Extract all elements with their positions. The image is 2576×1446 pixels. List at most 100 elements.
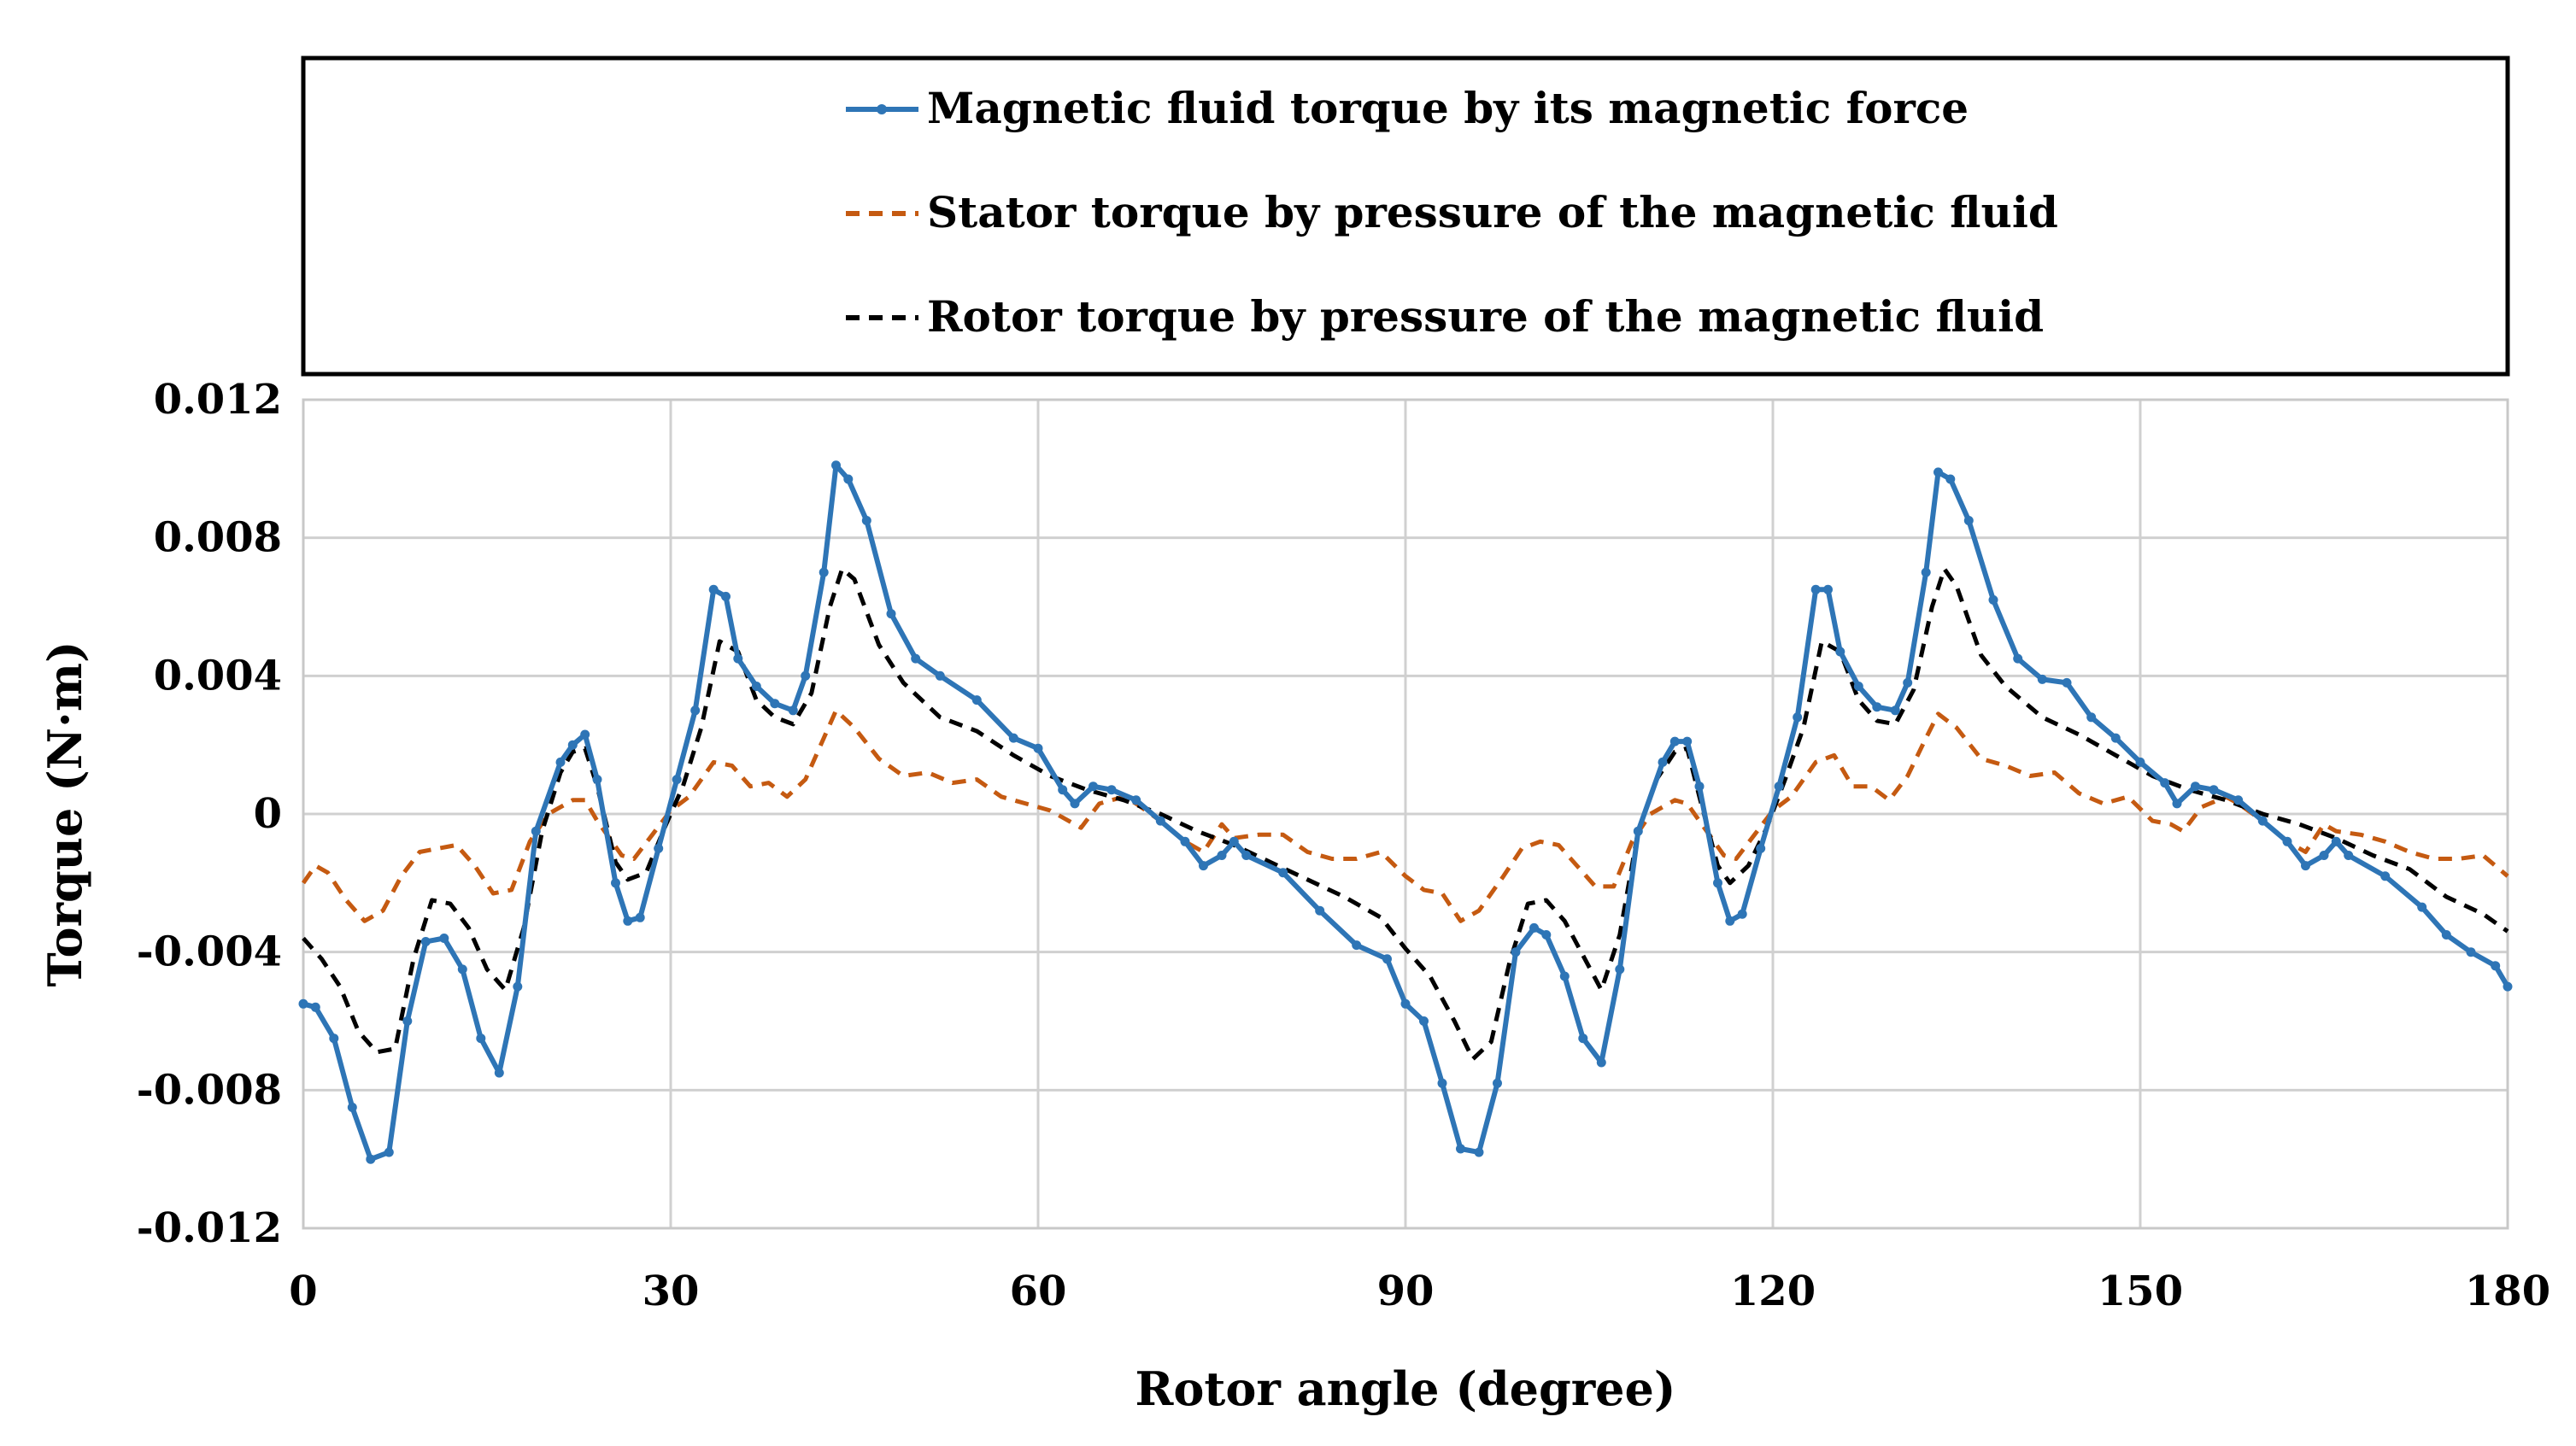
data-point: [2301, 861, 2310, 871]
data-point: [1921, 567, 1931, 577]
x-tick-label: 150: [2098, 1267, 2183, 1315]
data-point: [2441, 930, 2451, 940]
data-point: [1352, 940, 1362, 951]
data-point: [513, 981, 523, 992]
data-point: [1578, 1033, 1588, 1044]
legend-label-magnetic-force: Magnetic fluid torque by its magnetic fo…: [927, 83, 1969, 133]
data-point: [1810, 584, 1821, 594]
data-point: [721, 591, 731, 601]
data-point: [1033, 743, 1043, 753]
x-tick-label: 180: [2465, 1267, 2550, 1315]
data-point: [1131, 795, 1141, 805]
data-point: [1493, 1078, 1502, 1088]
data-point: [2233, 795, 2244, 805]
data-point: [708, 584, 719, 594]
y-tick-label: 0.012: [154, 376, 282, 424]
data-point: [1945, 474, 1956, 484]
x-tick-label: 0: [289, 1267, 317, 1315]
data-point: [1229, 836, 1239, 846]
data-point: [1456, 1144, 1465, 1154]
data-point: [801, 670, 811, 681]
data-point: [1241, 851, 1252, 860]
data-point: [592, 775, 602, 785]
data-point: [1474, 1147, 1484, 1157]
data-point: [1903, 677, 1913, 688]
data-point: [457, 964, 467, 975]
data-point: [1963, 516, 1974, 525]
y-axis-title: Torque (N·m): [38, 641, 92, 986]
data-point: [611, 878, 620, 888]
data-point: [819, 567, 829, 577]
data-point: [2319, 851, 2329, 860]
legend-label-stator: Stator torque by pressure of the magneti…: [927, 187, 2058, 237]
data-point: [384, 1147, 394, 1157]
data-point: [2037, 674, 2047, 684]
data-point: [439, 934, 449, 943]
data-point: [831, 460, 841, 471]
legend-box: [301, 56, 2510, 377]
data-point: [1658, 757, 1668, 767]
data-point: [1853, 682, 1863, 691]
data-point: [2191, 782, 2200, 792]
y-tick-label: 0.008: [154, 514, 282, 562]
data-point: [2503, 981, 2513, 992]
data-point: [971, 695, 982, 705]
series-line-2: [302, 566, 2509, 1062]
data-point: [2491, 961, 2501, 971]
data-point: [2466, 947, 2476, 957]
data-point: [329, 1033, 339, 1044]
data-point: [1756, 843, 1766, 853]
data-point: [1988, 594, 1998, 605]
data-point: [886, 609, 896, 619]
data-point: [1419, 1016, 1429, 1026]
data-point: [1890, 705, 1900, 716]
data-point: [1400, 998, 1411, 1009]
data-point: [1278, 868, 1288, 878]
legend: Magnetic fluid torque by its magnetic fo…: [301, 56, 2510, 377]
legend-entry-magnetic-force: Magnetic fluid torque by its magnetic fo…: [846, 83, 1969, 133]
data-point: [1835, 647, 1845, 657]
data-point: [1872, 702, 1882, 712]
data-point: [1615, 964, 1625, 975]
y-tick-label: 0: [254, 790, 282, 838]
data-point: [843, 474, 854, 484]
data-point: [654, 843, 664, 853]
data-point: [298, 998, 308, 1009]
data-point: [2257, 816, 2268, 826]
data-point: [1155, 816, 1165, 826]
legend-entry-stator: Stator torque by pressure of the magneti…: [846, 187, 2058, 237]
data-point: [1669, 736, 1680, 746]
data-point: [531, 826, 541, 836]
data-point: [672, 775, 682, 785]
data-point: [1382, 954, 1392, 964]
legend-label-rotor: Rotor torque by pressure of the magnetic…: [927, 291, 2044, 342]
x-axis-title: Rotor angle (degree): [1135, 1361, 1676, 1416]
data-point: [1199, 861, 1208, 871]
plot-frame: [302, 398, 2509, 1230]
data-point: [1217, 851, 1227, 860]
y-axis-ticks: 0.012 0.008 0.004 0 -0.004 -0.008 -0.012: [137, 376, 282, 1252]
data-point: [580, 729, 590, 740]
data-point: [1180, 836, 1190, 846]
data-point: [2135, 757, 2145, 767]
data-point: [1106, 785, 1117, 795]
series-markers-0: [298, 460, 2513, 1164]
data-point: [494, 1068, 504, 1078]
data-point: [733, 653, 743, 664]
data-point: [635, 912, 645, 922]
data-point: [1633, 826, 1643, 836]
data-point: [2209, 785, 2219, 795]
data-point: [567, 740, 578, 750]
data-point: [1088, 782, 1098, 792]
y-tick-label: 0.004: [154, 652, 282, 700]
data-point: [2172, 799, 2182, 809]
data-point: [770, 699, 780, 709]
data-point: [623, 916, 633, 926]
data-point: [1008, 733, 1018, 743]
data-point: [1774, 782, 1784, 792]
data-point: [310, 1002, 320, 1012]
data-point: [420, 937, 431, 946]
data-point: [690, 705, 701, 716]
legend-entry-rotor: Rotor torque by pressure of the magnetic…: [846, 291, 2044, 342]
data-point: [788, 705, 798, 716]
